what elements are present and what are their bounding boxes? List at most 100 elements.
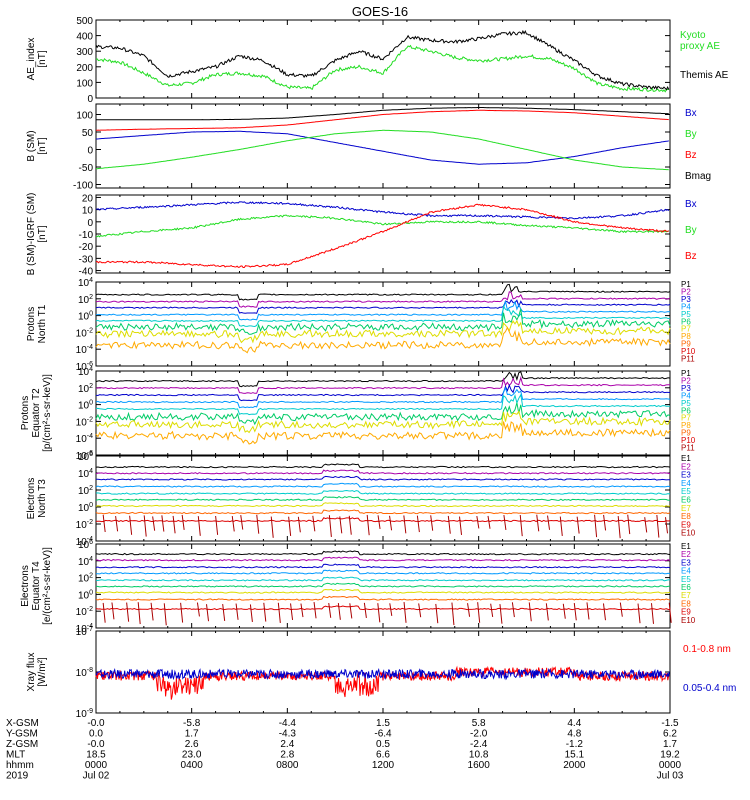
flux-spike [129,515,133,535]
series-line-by [95,214,669,238]
flux-spike [403,602,407,623]
flux-spike [602,603,606,621]
y-tick-label: 104 [78,366,93,378]
xray-line [95,667,670,681]
x-axis-value: 4.4 [567,718,581,729]
flux-channel-line [95,563,671,569]
channel-legend-label: E1 [681,542,691,551]
flux-channel-line [95,496,671,501]
y-tick-label: 102 [78,383,93,395]
flux-spike [297,516,301,533]
channel-legend-label: E9 [681,608,691,617]
flux-channel-line [95,569,671,575]
flux-spike [349,603,353,619]
x-axis-value: 6.6 [376,750,390,761]
flux-spike [490,603,494,618]
flux-spike [348,515,352,535]
flux-spike [339,516,343,534]
x-axis-value: 4.8 [567,729,581,740]
flux-spike [180,602,184,623]
y-tick-label: 104 [78,468,93,480]
legend-label: By [685,129,697,140]
flux-spike [206,604,210,622]
flux-spike [665,517,668,534]
legend-label: Kyoto [680,30,706,41]
flux-spike [256,514,260,534]
flux-channel-line [95,402,671,426]
x-axis-value: -1.2 [566,739,584,750]
channel-legend-label: P11 [681,444,695,453]
flux-spike [617,516,621,539]
x-axis-value: 2000 [563,760,586,771]
y-tick-label: 100 [78,311,93,323]
flux-spike [290,603,294,621]
channel-legend-label: P9 [681,429,691,438]
y-tick-label: 106 [78,451,93,463]
x-axis-value: 5.8 [472,718,486,729]
channel-legend-label: E3 [681,471,691,480]
y-tick-label: 0 [87,146,93,157]
channel-legend-label: E3 [681,558,691,567]
legend-label: Bz [685,251,697,262]
flux-spike [435,603,439,624]
flux-channel-line [95,319,671,344]
channel-legend-label: P8 [681,421,691,430]
legend-label: proxy AE [680,41,720,52]
x-axis-value: Jul 02 [83,771,110,782]
y-axis-label: Xray flux[W/m²] [26,653,48,692]
flux-spike [536,514,540,532]
flux-spike [270,516,274,538]
flux-spike [418,603,422,618]
flux-spike [559,516,563,537]
y-axis-label: ProtonsEquator T2[p/(cm²-s-sr-keV)] [20,374,53,452]
x-axis-value: 0.5 [376,739,390,750]
flux-spike [603,514,607,531]
flux-spike [477,602,481,623]
flux-channel-line [95,588,671,594]
x-axis-value: -6.4 [374,729,392,740]
x-axis-value: 0000 [85,760,108,771]
channel-legend-label: P3 [681,295,691,304]
x-axis-value: -5.8 [183,718,201,729]
flux-channel-line [95,582,671,588]
channel-legend-label: P1 [681,369,691,378]
y-tick-label: 20 [82,193,94,204]
flux-channel-line [95,595,671,601]
flux-spike [111,602,115,620]
series-line-kyoto [95,44,669,93]
flux-spike [102,602,106,623]
channel-legend-label: P8 [681,332,691,341]
y-tick-label: -40 [79,267,94,278]
flux-spike [389,603,393,616]
y-axis-label: AE_index[nT] [26,38,48,81]
flux-spike [181,514,185,530]
y-tick-label: 104 [78,556,93,568]
x-axis-row-label: Z-GSM [6,739,38,750]
x-axis-row-label: hhmm [6,760,34,771]
flux-spike [231,515,235,532]
legend-label: By [685,225,697,236]
flux-spike [377,515,381,530]
flux-spike [656,514,660,538]
panel-frame [95,103,671,189]
x-axis-value: 0000 [659,760,682,771]
y-tick-label: 100 [78,400,93,412]
flux-spike [313,602,317,619]
channel-legend-label: P2 [681,376,691,385]
flux-spike [366,514,370,536]
y-tick-label: -100 [73,181,93,192]
flux-channel-line [96,475,671,481]
flux-channel-line [95,283,671,301]
y-tick-label: -20 [79,242,94,253]
legend-label: Bmag [685,171,711,182]
flux-channel-line [95,326,671,354]
flux-spike [150,602,154,621]
y-tick-label: 10-2 [76,519,93,531]
channel-legend-label: P3 [681,384,691,393]
flux-spike [240,515,244,530]
x-axis-value: 0.0 [89,729,103,740]
panel-8: Xray flux[W/m²] 10-7 10-8 10-9 0.1-0.8 nm 0.0… [26,626,736,720]
flux-spike [627,514,631,535]
